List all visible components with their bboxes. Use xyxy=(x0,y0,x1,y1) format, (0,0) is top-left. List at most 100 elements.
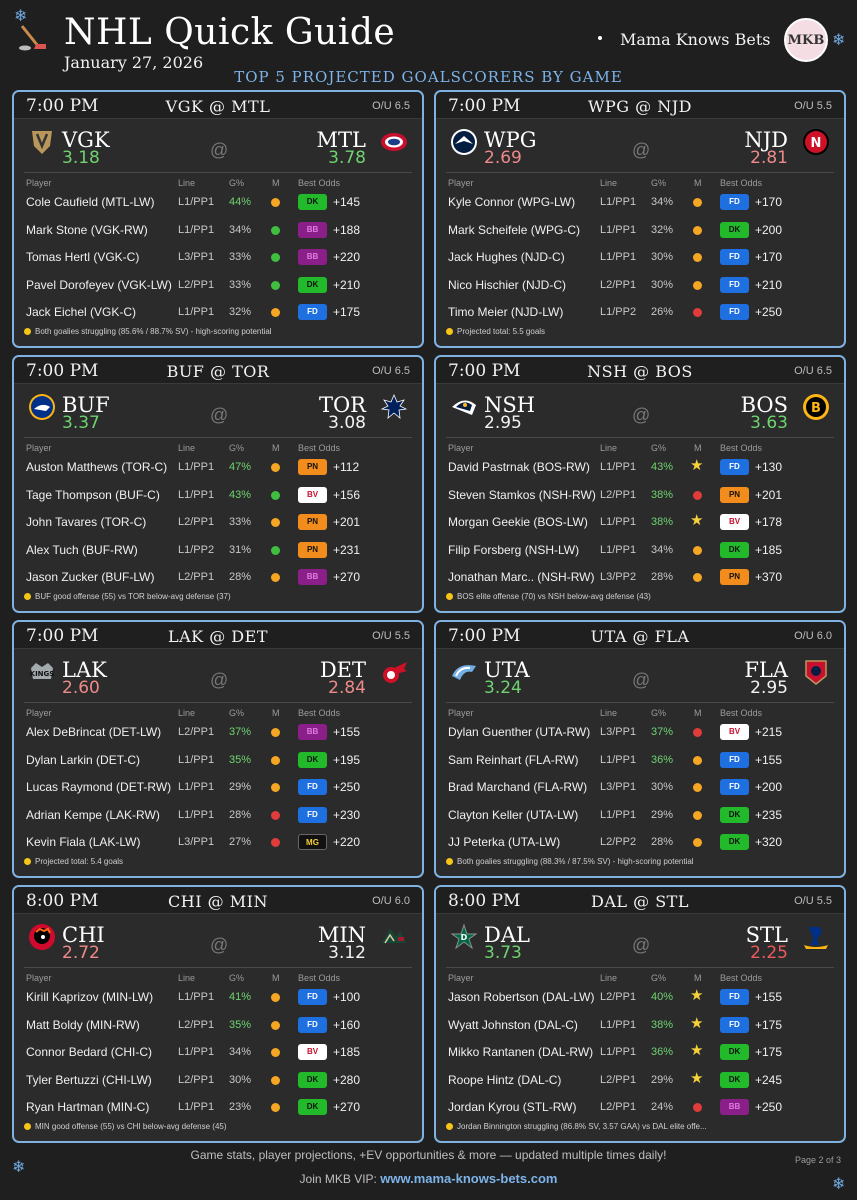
home-team-abbr: STL xyxy=(745,923,788,947)
player-row[interactable]: Alex Tuch (BUF-RW) L1/PP2 31% PN +231 xyxy=(14,537,422,564)
player-row[interactable]: Jordan Kyrou (STL-RW) L2/PP1 24% BB +250 xyxy=(436,1094,844,1121)
sportsbook-badge[interactable]: PN xyxy=(298,541,327,558)
player-line: L1/PP2 xyxy=(178,543,215,556)
sportsbook-badge[interactable]: FD xyxy=(720,751,749,768)
sportsbook-badge[interactable]: BB xyxy=(298,221,327,238)
note-text: BUF good offense (55) vs TOR below-avg d… xyxy=(35,592,231,601)
sportsbook-badge[interactable]: FD xyxy=(298,989,327,1005)
player-row[interactable]: Steven Stamkos (NSH-RW) L2/PP1 38% PN +201 xyxy=(436,482,844,509)
sportsbook-badge[interactable]: FD xyxy=(720,459,749,475)
goal-probability: 30% xyxy=(651,278,674,291)
matchup-indicator-dot xyxy=(693,838,702,847)
note-text: Projected total: 5.4 goals xyxy=(35,857,124,866)
sportsbook-badge[interactable]: PN xyxy=(298,514,327,530)
sportsbook-badge[interactable]: FD xyxy=(720,989,749,1005)
sportsbook-badge[interactable]: FD xyxy=(298,1016,327,1033)
player-row[interactable]: Brad Marchand (FLA-RW) L3/PP1 30% FD +200 xyxy=(436,774,844,801)
player-row[interactable]: Jack Eichel (VGK-C) L1/PP1 32% FD +175 xyxy=(14,299,422,326)
sportsbook-badge[interactable]: DK xyxy=(298,751,327,768)
sportsbook-badge[interactable]: FD xyxy=(720,194,749,210)
player-row[interactable]: Lucas Raymond (DET-RW) L1/PP1 29% FD +250 xyxy=(14,774,422,801)
player-row[interactable]: Filip Forsberg (NSH-LW) L1/PP1 34% DK +185 xyxy=(436,537,844,564)
player-row[interactable]: Pavel Dorofeyev (VGK-LW) L2/PP1 33% DK +210 xyxy=(14,272,422,299)
sportsbook-badge[interactable]: DK xyxy=(720,834,749,850)
sportsbook-badge[interactable]: DK xyxy=(298,1099,327,1115)
star-icon: ★ xyxy=(690,1042,704,1059)
player-row[interactable]: Cole Caufield (MTL-LW) L1/PP1 44% DK +145 xyxy=(14,189,422,216)
player-row[interactable]: Roope Hintz (DAL-C) L2/PP1 29% ★ DK +245 xyxy=(436,1067,844,1094)
player-row[interactable]: Tomas Hertl (VGK-C) L3/PP1 33% BB +220 xyxy=(14,244,422,271)
matchup-title: CHI @ MIN xyxy=(168,892,268,911)
best-odds: +155 xyxy=(333,725,361,739)
player-row[interactable]: Matt Boldy (MIN-RW) L2/PP1 35% FD +160 xyxy=(14,1012,422,1039)
sportsbook-badge[interactable]: BV xyxy=(720,724,749,740)
sportsbook-badge[interactable]: BB xyxy=(298,249,327,265)
sportsbook-badge[interactable]: FD xyxy=(720,249,749,265)
sportsbook-badge[interactable]: FD xyxy=(720,304,749,320)
player-row[interactable]: Kyle Connor (WPG-LW) L1/PP1 34% FD +170 xyxy=(436,189,844,216)
vip-link[interactable]: www.mama-knows-bets.com xyxy=(380,1171,558,1186)
sportsbook-badge[interactable]: DK xyxy=(298,194,327,210)
sportsbook-badge[interactable]: BV xyxy=(298,1044,327,1060)
player-row[interactable]: Jason Zucker (BUF-LW) L2/PP1 28% BB +270 xyxy=(14,564,422,591)
game-time: 8:00 PM xyxy=(26,891,99,911)
sportsbook-badge[interactable]: BV xyxy=(720,514,749,530)
player-row[interactable]: Jason Robertson (DAL-LW) L2/PP1 40% ★ FD +155 xyxy=(436,984,844,1011)
sportsbook-badge[interactable]: DK xyxy=(720,221,749,238)
player-row[interactable]: Ryan Hartman (MIN-C) L1/PP1 23% DK +270 xyxy=(14,1094,422,1121)
sportsbook-badge[interactable]: DK xyxy=(298,276,327,293)
player-row[interactable]: Connor Bedard (CHI-C) L1/PP1 34% BV +185 xyxy=(14,1039,422,1066)
player-row[interactable]: Auston Matthews (TOR-C) L1/PP1 47% PN +112 xyxy=(14,454,422,481)
sportsbook-badge[interactable]: FD xyxy=(298,806,327,823)
player-row[interactable]: Mark Stone (VGK-RW) L1/PP1 34% BB +188 xyxy=(14,217,422,244)
sportsbook-badge[interactable]: FD xyxy=(298,304,327,320)
sportsbook-badge[interactable]: FD xyxy=(720,1016,749,1033)
sportsbook-badge[interactable]: PN xyxy=(298,459,327,475)
player-name: John Tavares (TOR-C) xyxy=(26,515,147,529)
player-row[interactable]: Adrian Kempe (LAK-RW) L1/PP1 28% FD +230 xyxy=(14,802,422,829)
player-row[interactable]: Kirill Kaprizov (MIN-LW) L1/PP1 41% FD +100 xyxy=(14,984,422,1011)
best-odds: +155 xyxy=(755,752,783,767)
player-row[interactable]: Clayton Keller (UTA-LW) L1/PP1 29% DK +235 xyxy=(436,802,844,829)
player-row[interactable]: Sam Reinhart (FLA-RW) L1/PP1 36% FD +155 xyxy=(436,747,844,774)
sportsbook-badge[interactable]: DK xyxy=(298,1071,327,1088)
sportsbook-badge[interactable]: FD xyxy=(720,276,749,293)
sportsbook-badge[interactable]: FD xyxy=(720,779,749,795)
sportsbook-badge[interactable]: MG xyxy=(298,834,327,850)
sportsbook-badge[interactable]: DK xyxy=(720,1071,749,1088)
page-date: January 27, 2026 xyxy=(64,53,204,72)
player-row[interactable]: Dylan Guenther (UTA-RW) L3/PP1 37% BV +215 xyxy=(436,719,844,746)
player-row[interactable]: Timo Meier (NJD-LW) L1/PP2 26% FD +250 xyxy=(436,299,844,326)
home-team-abbr: BOS xyxy=(740,393,788,417)
player-row[interactable]: JJ Peterka (UTA-LW) L2/PP2 28% DK +320 xyxy=(436,829,844,856)
player-row[interactable]: David Pastrnak (BOS-RW) L1/PP1 43% ★ FD +130 xyxy=(436,454,844,481)
player-row[interactable]: Jonathan Marc.. (NSH-RW) L3/PP2 28% PN +370 xyxy=(436,564,844,591)
player-row[interactable]: John Tavares (TOR-C) L2/PP1 33% PN +201 xyxy=(14,509,422,536)
player-row[interactable]: Wyatt Johnston (DAL-C) L1/PP1 38% ★ FD +175 xyxy=(436,1012,844,1039)
sportsbook-badge[interactable]: DK xyxy=(720,806,749,823)
player-name: Cole Caufield (MTL-LW) xyxy=(26,195,155,209)
player-row[interactable]: Tage Thompson (BUF-C) L1/PP1 43% BV +156 xyxy=(14,482,422,509)
player-row[interactable]: Mikko Rantanen (DAL-RW) L1/PP1 36% ★ DK +175 xyxy=(436,1039,844,1066)
sportsbook-badge[interactable]: DK xyxy=(720,541,749,558)
player-row[interactable]: Jack Hughes (NJD-C) L1/PP1 30% FD +170 xyxy=(436,244,844,271)
player-row[interactable]: Dylan Larkin (DET-C) L1/PP1 35% DK +195 xyxy=(14,747,422,774)
sportsbook-badge[interactable]: PN xyxy=(720,569,749,585)
player-row[interactable]: Alex DeBrincat (DET-LW) L2/PP1 37% BB +155 xyxy=(14,719,422,746)
matchup-indicator-dot xyxy=(271,1020,280,1030)
sportsbook-badge[interactable]: BV xyxy=(298,486,327,503)
sportsbook-badge[interactable]: BB xyxy=(298,724,327,740)
player-line: L2/PP2 xyxy=(600,836,637,848)
sportsbook-badge[interactable]: FD xyxy=(298,779,327,795)
player-row[interactable]: Nico Hischier (NJD-C) L2/PP1 30% FD +210 xyxy=(436,272,844,299)
player-row[interactable]: Mark Scheifele (WPG-C) L1/PP1 32% DK +200 xyxy=(436,217,844,244)
player-row[interactable]: Kevin Fiala (LAK-LW) L3/PP1 27% MG +220 xyxy=(14,829,422,856)
sportsbook-badge[interactable]: PN xyxy=(720,486,749,503)
sportsbook-badge[interactable]: BB xyxy=(298,569,327,585)
sportsbook-badge[interactable]: DK xyxy=(720,1044,749,1060)
player-row[interactable]: Tyler Bertuzzi (CHI-LW) L2/PP1 30% DK +280 xyxy=(14,1067,422,1094)
player-row[interactable]: Morgan Geekie (BOS-LW) L1/PP1 38% ★ BV +178 xyxy=(436,509,844,536)
sportsbook-badge[interactable]: BB xyxy=(720,1099,749,1115)
home-team-projection: 2.81 xyxy=(750,148,788,168)
divider xyxy=(24,967,412,968)
